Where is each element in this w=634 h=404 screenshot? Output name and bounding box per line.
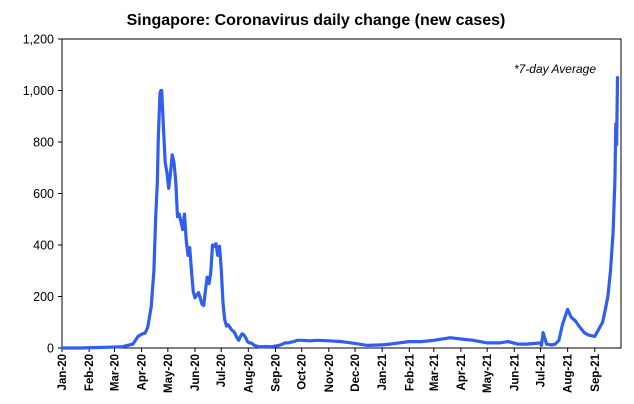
x-tick-label: May-21 — [482, 353, 494, 393]
x-tick-label: Sep-21 — [590, 353, 602, 391]
x-tick-label: Sep-20 — [270, 354, 282, 392]
x-tick-label: Apr-20 — [137, 354, 149, 390]
x-tick-label: Jun-20 — [190, 354, 202, 391]
x-tick-label: Dec-20 — [350, 354, 362, 392]
plot-area-border — [61, 38, 622, 349]
x-axis: Jan-20 Feb-20 Mar-20 Apr-20 May-20 Jun-20 Jul-… — [57, 348, 602, 393]
chart-annotation: *7-day Average — [514, 62, 596, 76]
x-tick-label: Jun-21 — [509, 353, 521, 391]
series-line — [60, 75, 620, 350]
x-tick-label: Oct-20 — [297, 354, 309, 390]
x-tick-label: Nov-20 — [324, 354, 336, 392]
x-tick-label: Mar-20 — [109, 354, 121, 391]
y-tick-label: 400 — [33, 239, 54, 253]
x-tick-label: Aug-20 — [243, 354, 255, 393]
x-tick-label: Apr-21 — [456, 353, 468, 390]
y-tick-label: 1,000 — [23, 84, 54, 98]
y-tick-label: 600 — [33, 187, 54, 201]
x-tick-label: Jan-20 — [57, 354, 69, 390]
y-tick-label: 1,200 — [23, 33, 54, 47]
y-tick-label: 200 — [33, 290, 54, 304]
x-tick-label: Feb-20 — [84, 354, 96, 391]
x-tick-label: Feb-21 — [404, 353, 416, 391]
chart-title: Singapore: Coronavirus daily change (new… — [127, 12, 506, 29]
y-tick-label: 0 — [47, 342, 54, 356]
x-tick-label: Jul-21 — [536, 353, 548, 387]
y-tick-label: 800 — [33, 136, 54, 150]
x-tick-label: Jan-21 — [377, 353, 389, 390]
x-tick-label: May-20 — [163, 354, 175, 393]
x-tick-label: Jul-20 — [216, 354, 228, 387]
x-tick-label: Aug-21 — [563, 353, 575, 393]
series-group — [60, 75, 620, 350]
y-axis: 0 200 400 600 800 1,000 1,200 — [23, 33, 62, 356]
x-tick-label: Mar-21 — [429, 353, 441, 391]
